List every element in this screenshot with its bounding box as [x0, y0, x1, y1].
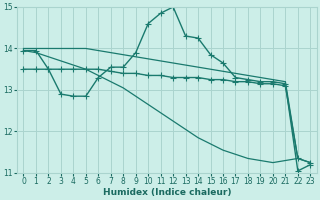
X-axis label: Humidex (Indice chaleur): Humidex (Indice chaleur)	[103, 188, 231, 197]
